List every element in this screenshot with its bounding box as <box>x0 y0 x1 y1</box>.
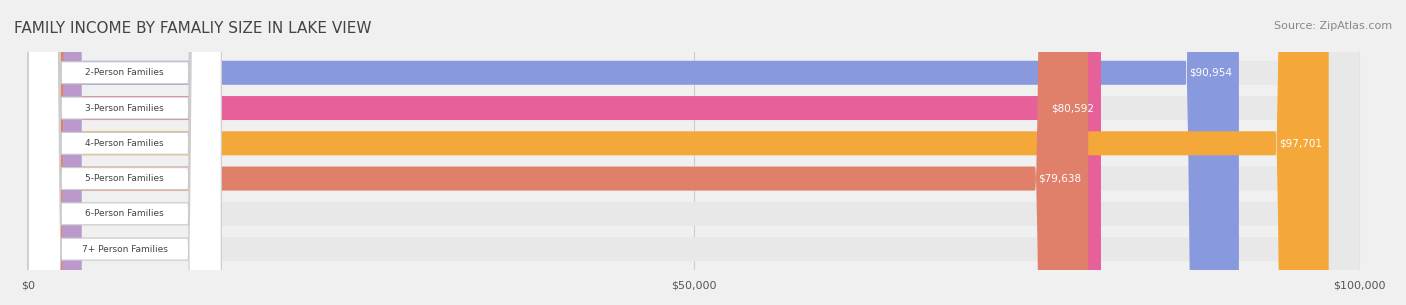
Text: 5-Person Families: 5-Person Families <box>86 174 165 183</box>
FancyBboxPatch shape <box>28 0 1360 305</box>
Text: 7+ Person Families: 7+ Person Families <box>82 245 167 254</box>
FancyBboxPatch shape <box>28 0 221 305</box>
Text: FAMILY INCOME BY FAMALIY SIZE IN LAKE VIEW: FAMILY INCOME BY FAMALIY SIZE IN LAKE VI… <box>14 21 371 36</box>
Text: 4-Person Families: 4-Person Families <box>86 139 165 148</box>
FancyBboxPatch shape <box>28 0 1360 305</box>
Text: $0: $0 <box>91 244 104 254</box>
Text: $79,638: $79,638 <box>1039 174 1081 184</box>
FancyBboxPatch shape <box>28 0 221 305</box>
Text: $80,592: $80,592 <box>1052 103 1094 113</box>
FancyBboxPatch shape <box>28 0 221 305</box>
FancyBboxPatch shape <box>28 0 1360 305</box>
FancyBboxPatch shape <box>28 0 221 305</box>
FancyBboxPatch shape <box>28 0 1329 305</box>
Text: 2-Person Families: 2-Person Families <box>86 68 165 77</box>
FancyBboxPatch shape <box>28 0 1360 305</box>
FancyBboxPatch shape <box>28 0 221 305</box>
FancyBboxPatch shape <box>28 0 1360 305</box>
Text: $97,701: $97,701 <box>1279 138 1322 148</box>
FancyBboxPatch shape <box>28 0 82 305</box>
FancyBboxPatch shape <box>28 0 82 305</box>
FancyBboxPatch shape <box>28 0 1239 305</box>
Text: $90,954: $90,954 <box>1189 68 1232 78</box>
Text: 3-Person Families: 3-Person Families <box>86 103 165 113</box>
Text: 6-Person Families: 6-Person Families <box>86 209 165 218</box>
FancyBboxPatch shape <box>28 0 221 305</box>
FancyBboxPatch shape <box>28 0 1088 305</box>
FancyBboxPatch shape <box>28 0 1101 305</box>
Text: $0: $0 <box>91 209 104 219</box>
Text: Source: ZipAtlas.com: Source: ZipAtlas.com <box>1274 21 1392 31</box>
FancyBboxPatch shape <box>28 0 1360 305</box>
